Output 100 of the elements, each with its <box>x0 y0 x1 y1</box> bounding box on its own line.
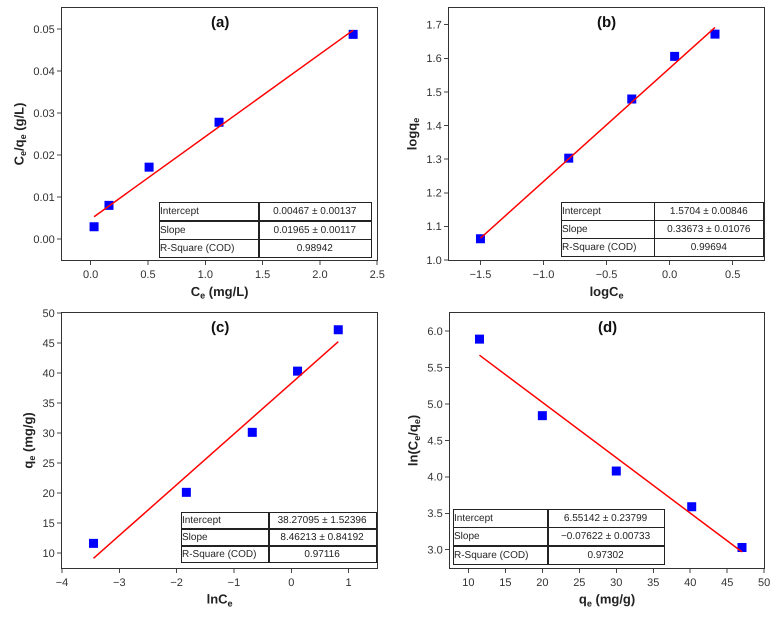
point <box>182 488 191 497</box>
y-tick-label: 0.01 <box>33 192 55 204</box>
y-tick-label: 1.5 <box>426 86 442 99</box>
x-tick-label: −3 <box>113 577 126 590</box>
chart-title: (c) <box>211 319 230 336</box>
x-tick-label: 30 <box>610 577 622 590</box>
y-tick-label: 0.02 <box>33 150 55 162</box>
x-tick-label: −0.5 <box>596 269 618 282</box>
annotation: Slope <box>182 532 208 544</box>
y-tick-label: 1.7 <box>426 20 442 32</box>
annotation: R-Square (COD) <box>454 550 528 561</box>
x-tick-label: 20 <box>536 577 548 590</box>
y-tick-label: 3.5 <box>427 508 443 520</box>
x-tick-label: 0.5 <box>140 269 156 282</box>
x-tick-label: −1.0 <box>532 269 554 282</box>
point <box>144 162 154 172</box>
x-tick-label: 2.0 <box>312 269 328 282</box>
x-tick-label: 1 <box>346 577 352 590</box>
y-tick-label: 0.04 <box>33 66 55 78</box>
y-tick-label: 15 <box>42 518 55 530</box>
annotation: 8.46213 ± 0.84192 <box>280 532 364 544</box>
annotation: 38.27095 ± 1.52396 <box>278 515 367 526</box>
x-axis-title: logC$_{e}$ <box>590 284 624 301</box>
x-tick-label: −2 <box>170 577 183 590</box>
y-tick-label: 1.6 <box>426 53 442 66</box>
x-tick-label: 1.0 <box>198 269 213 282</box>
y-tick-label: 25 <box>42 458 55 470</box>
y-tick-label: 10 <box>42 548 55 560</box>
y-tick-label: 5.0 <box>427 398 443 411</box>
x-tick-label: 2.5 <box>370 269 385 282</box>
point <box>476 234 485 244</box>
annotation: 1.5704 ± 0.00846 <box>670 206 748 217</box>
y-tick-label: 1.3 <box>426 154 442 166</box>
chart-title: (a) <box>211 14 230 31</box>
y-tick-label: 5.5 <box>427 362 443 374</box>
annotation: R-Square (COD) <box>562 242 636 253</box>
x-tick-label: −1.5 <box>470 269 492 282</box>
x-tick-label: 0.5 <box>725 269 740 282</box>
x-tick-label: 45 <box>721 577 734 590</box>
annotation: 0.97302 <box>587 550 624 561</box>
point <box>687 502 696 512</box>
y-tick-label: 0.05 <box>33 24 55 36</box>
annotation: Slope <box>562 224 588 235</box>
x-tick-label: 0.0 <box>82 269 98 282</box>
x-tick-label: 1.5 <box>254 269 270 282</box>
annotation: 0.99694 <box>690 242 728 253</box>
point <box>248 428 257 437</box>
annotation: 0.97116 <box>304 549 340 560</box>
point <box>89 538 98 548</box>
y-tick-label: 45 <box>42 338 55 350</box>
x-tick-label: 0.0 <box>662 269 678 282</box>
x-tick-label: 50 <box>758 577 770 590</box>
y-tick-label: 6.0 <box>427 326 443 338</box>
chart-title: (d) <box>598 319 618 336</box>
y-tick-label: 1.2 <box>426 188 442 200</box>
y-tick-label: 1.1 <box>426 221 442 234</box>
annotation: Intercept <box>454 512 494 524</box>
y-tick-label: 3.0 <box>427 544 443 557</box>
x-tick-label: −1 <box>228 577 240 590</box>
y-tick-label: 35 <box>42 398 55 410</box>
point <box>738 543 746 552</box>
x-tick-label: −4 <box>56 577 68 590</box>
y-tick-label: 4.0 <box>427 472 443 484</box>
annotation: Slope <box>160 224 186 236</box>
annotation: Intercept <box>562 206 602 217</box>
chart-title: (b) <box>597 14 616 31</box>
annotation: 0.00467 ± 0.00137 <box>273 206 357 217</box>
annotation: 0.33673 ± 0.01076 <box>667 224 751 235</box>
x-tick-label: 40 <box>684 577 696 590</box>
x-tick-label: 35 <box>647 577 660 590</box>
x-tick-label: 0 <box>288 577 294 590</box>
point <box>612 466 621 476</box>
y-tick-label: 50 <box>42 308 55 320</box>
annotation: 6.55142 ± 0.23799 <box>564 512 648 524</box>
point <box>670 52 680 61</box>
point <box>214 118 224 127</box>
annotation: 0.98942 <box>296 242 334 254</box>
y-tick-label: 4.5 <box>427 435 443 448</box>
y-tick-label: 40 <box>42 368 55 380</box>
point <box>538 411 547 420</box>
x-axis-title: lnC$_{e}$ <box>206 592 233 608</box>
point <box>474 334 484 344</box>
y-tick-label: 1.0 <box>426 254 442 267</box>
point <box>334 325 343 334</box>
x-tick-label: 25 <box>573 577 586 590</box>
annotation: Slope <box>454 530 480 542</box>
y-tick-label: 30 <box>42 428 55 440</box>
y-tick-label: 20 <box>42 488 55 500</box>
point <box>293 366 302 376</box>
annotation: 0.01965 ± 0.00117 <box>273 224 357 236</box>
annotation: Intercept <box>160 206 200 217</box>
annotation: R-Square (COD) <box>160 242 234 254</box>
x-axis-title: q$_{e}$ (mg/g) <box>578 592 636 608</box>
y-tick-label: 0.00 <box>33 234 55 246</box>
annotation: Intercept <box>182 515 222 526</box>
annotation: −0.07622 ± 0.00733 <box>560 530 651 542</box>
x-tick-label: 15 <box>499 577 512 590</box>
annotation: R-Square (COD) <box>182 549 256 560</box>
x-axis-title: C$_{e}$ (mg/L) <box>190 284 248 301</box>
y-tick-label: 1.4 <box>426 120 442 132</box>
